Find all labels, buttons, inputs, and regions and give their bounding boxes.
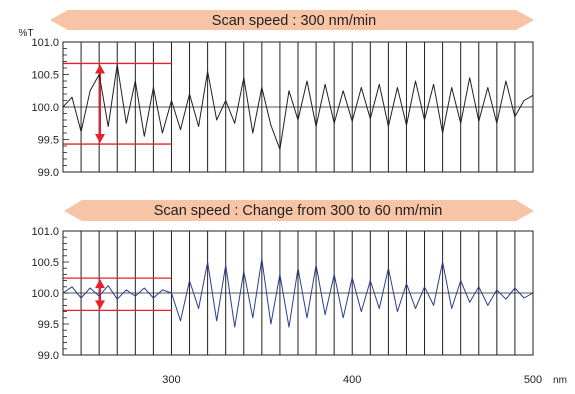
chart-title: Scan speed : Change from 300 to 60 nm/mi… <box>154 203 443 219</box>
y-tick-label: 99.0 <box>38 167 59 179</box>
arrow-head-up <box>95 64 105 74</box>
plot-frame <box>62 230 534 356</box>
noise-band <box>63 277 172 312</box>
panel-top: Scan speed : 300 nm/min %T 101.0 100.5 1… <box>19 10 534 179</box>
y-tick-label: 100.5 <box>31 257 59 269</box>
x-axis-label: nm <box>553 375 567 386</box>
chart-title: Scan speed : 300 nm/min <box>212 13 376 29</box>
series-line <box>62 64 534 150</box>
y-tick-label: 99.0 <box>38 350 59 362</box>
plot-frame <box>62 41 534 173</box>
y-tick-label: 100.5 <box>31 70 59 82</box>
y-axis-label: %T <box>19 28 34 39</box>
y-tick-label: 99.5 <box>38 135 59 147</box>
title-banner <box>64 200 534 221</box>
panel-bottom: Scan speed : Change from 300 to 60 nm/mi… <box>31 200 567 386</box>
x-tick-labels: 300 400 500 <box>162 374 542 386</box>
title-banner <box>50 10 534 30</box>
series-layer <box>62 64 534 150</box>
x-tick-label: 400 <box>343 374 361 386</box>
arrow-head-up <box>95 279 105 289</box>
y-tick-labels: 101.0 100.5 100.0 99.5 99.0 <box>31 37 59 179</box>
y-tick-label: 101.0 <box>31 226 59 238</box>
series-layer <box>62 258 534 328</box>
x-tick-label: 300 <box>162 374 180 386</box>
y-tick-label: 101.0 <box>31 37 59 49</box>
y-tick-label: 100.0 <box>31 102 59 114</box>
x-tick-label: 500 <box>524 374 542 386</box>
y-tick-label: 99.5 <box>38 319 59 331</box>
y-tick-label: 100.0 <box>31 288 59 300</box>
arrow-head-down <box>95 300 105 310</box>
arrow-head-down <box>95 134 105 144</box>
series-line <box>62 258 534 328</box>
y-tick-labels: 101.0 100.5 100.0 99.5 99.0 <box>31 226 59 362</box>
